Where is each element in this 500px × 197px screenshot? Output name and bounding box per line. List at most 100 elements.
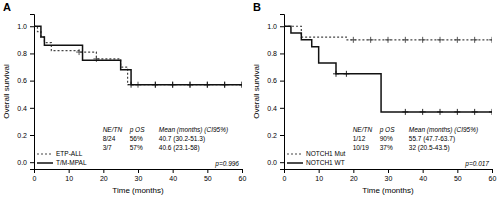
legend: NOTCH1 Mut NOTCH1 WT (287, 150, 346, 166)
tick-mark (353, 169, 354, 173)
y-tick: 1.0 (17, 23, 34, 30)
censor-mark (454, 37, 460, 43)
panel-title: B (253, 1, 261, 13)
censor-mark (489, 109, 492, 115)
axis-line (285, 170, 493, 174)
table-cell: 10/19 (353, 144, 370, 151)
plot-area: 01020304050600.00.20.40.60.81.0Time (mon… (267, 15, 496, 196)
tick-label: 0.0 (17, 159, 27, 166)
tick-mark (280, 53, 284, 54)
y-tick: 0.4 (267, 105, 284, 112)
tick-label: 0.4 (267, 105, 277, 112)
y-tick: 0.0 (267, 159, 284, 166)
tick-mark (30, 53, 34, 54)
panel-title: A (3, 1, 11, 13)
tick-mark (30, 162, 34, 163)
tick-mark (280, 26, 284, 27)
legend-label: ETP-ALL (56, 150, 83, 157)
y-axis: 0.00.20.40.60.81.0 (17, 15, 34, 170)
legend-swatch (37, 162, 53, 164)
x-tick: 50 (454, 169, 462, 182)
tick-label: 50 (454, 175, 462, 182)
tick-label: 0.6 (267, 77, 277, 84)
x-tick: 50 (204, 169, 212, 182)
table-cell: 56% (130, 135, 143, 142)
y-tick: 0.2 (17, 132, 34, 139)
panel: 01020304050600.00.20.40.60.81.0Time (mon… (2, 1, 246, 195)
censor-mark (170, 82, 176, 88)
plot-area: 01020304050600.00.20.40.60.81.0Time (mon… (17, 15, 246, 196)
tick-mark (280, 108, 284, 109)
legend-swatch (37, 153, 53, 154)
censor-mark (420, 109, 426, 115)
legend-swatch (287, 153, 303, 154)
censor-mark (343, 71, 349, 77)
tick-mark (30, 81, 34, 82)
tick-label: 0.6 (17, 77, 27, 84)
figure: 0 10 20 30 40 50 60 0.0 0.2 0.4 0.6 0.8 1.0 Time (mon… (0, 0, 500, 197)
censor-mark (222, 82, 228, 88)
censor-mark (170, 82, 176, 88)
legend-swatch (287, 162, 303, 164)
table-cell: 55.7 (47.7-63.7) (409, 135, 455, 143)
tick-label: 1.0 (267, 23, 277, 30)
legend-label: T/M-MPAL (56, 159, 87, 166)
tick-mark (103, 169, 104, 173)
tick-mark (69, 169, 70, 173)
table: NE/TNp OSMean (months) (CI95%)8/2456%40.… (103, 126, 229, 152)
x-tick: 0 (33, 169, 37, 182)
censor-mark (437, 37, 443, 43)
legend-label: NOTCH1 WT (306, 159, 345, 166)
censor-mark (239, 82, 242, 88)
legend: ETP-ALL T/M-MPAL (37, 150, 87, 166)
censor-mark (368, 37, 374, 43)
marks (284, 26, 492, 115)
tick-label: 60 (489, 175, 497, 182)
x-tick: 40 (169, 169, 177, 182)
table-cell: 1/12 (353, 135, 366, 142)
censor-mark (385, 37, 391, 43)
censor-mark (222, 82, 228, 88)
censor-mark (152, 82, 158, 88)
panel: 01020304050600.00.20.40.60.81.0Time (mon… (252, 1, 496, 195)
censor-mark (350, 37, 356, 43)
tick-mark (280, 81, 284, 82)
table-cell: 37% (380, 144, 393, 151)
tick-mark (242, 169, 243, 173)
x-tick: 40 (419, 169, 427, 182)
x-tick: 10 (315, 169, 323, 182)
annotation: p=0.017 (464, 160, 489, 168)
tick-mark (30, 26, 34, 27)
tick-label: 20 (100, 175, 108, 182)
table-header: Mean (months) (CI95%) (159, 126, 228, 134)
axis-line (280, 15, 285, 170)
table-cell: 57% (130, 144, 143, 151)
table-header: p OS (129, 126, 145, 134)
tick-mark (423, 169, 424, 173)
survival-curve (34, 26, 242, 84)
tick-label: 40 (169, 175, 177, 182)
tick-mark (388, 169, 389, 173)
censor-mark (187, 82, 193, 88)
x-axis-title: Time (months) (112, 186, 164, 195)
tick-label: 0.2 (267, 132, 277, 139)
x-tick: 0 (283, 169, 287, 182)
legend-item: NOTCH1 Mut (287, 150, 346, 157)
censor-mark (204, 82, 210, 88)
tick-mark (138, 169, 139, 173)
tick-mark (280, 162, 284, 163)
tick-label: 0 (33, 175, 37, 182)
tick-label: 30 (385, 175, 393, 182)
censor-mark (239, 82, 242, 88)
annotation: p=0.996 (214, 160, 239, 168)
y-tick: 0.6 (17, 77, 34, 84)
axis-line (35, 170, 243, 174)
tick-label: 0.2 (17, 132, 27, 139)
survival-curve (34, 26, 242, 84)
tick-mark (319, 169, 320, 173)
tick-label: 0.0 (267, 159, 277, 166)
tick-mark (280, 135, 284, 136)
legend-item: NOTCH1 WT (287, 159, 345, 166)
y-tick: 0.8 (17, 50, 34, 57)
y-tick: 0.2 (267, 132, 284, 139)
